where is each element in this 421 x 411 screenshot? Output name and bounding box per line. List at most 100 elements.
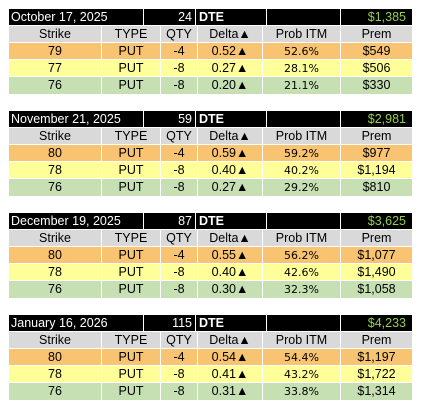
prem-cell[interactable]: $1,077 [357,248,396,262]
expiry-date[interactable]: November 21, 2025 [9,111,144,127]
prob-itm-cell[interactable]: 32.3% [263,281,341,298]
prem-cell[interactable]: $330 [362,78,391,92]
prob-itm-cell[interactable]: 56.2% [263,247,341,263]
col-header-strike[interactable]: Strike [9,230,102,246]
type-cell[interactable]: PUT [102,43,161,59]
expiry-date[interactable]: December 19, 2025 [9,213,144,229]
delta-cell[interactable]: 0.55▲ [198,247,263,263]
type-cell[interactable]: PUT [102,145,161,161]
col-header-strike[interactable]: Strike [9,128,102,144]
delta-cell[interactable]: 0.30▲ [198,281,263,298]
col-header-prob-itm[interactable]: Prob ITM [263,128,341,144]
col-header-type[interactable]: TYPE [102,230,161,246]
qty-cell[interactable]: -4 [161,247,198,263]
type-cell[interactable]: PUT [102,366,161,382]
col-header-qty[interactable]: QTY [161,128,198,144]
total-premium[interactable]: $1,385 [367,10,406,24]
dte-value[interactable]: 115 [144,315,196,331]
col-header-prem[interactable]: Prem [361,27,392,41]
dte-value[interactable]: 59 [144,111,196,127]
type-cell[interactable]: PUT [102,162,161,178]
col-header-prob-itm[interactable]: Prob ITM [263,332,341,348]
prem-cell[interactable]: $977 [362,146,391,160]
col-header-delta[interactable]: Delta▲ [198,26,263,42]
col-header-prem[interactable]: Prem [361,231,392,245]
col-header-delta[interactable]: Delta▲ [198,230,263,246]
qty-cell[interactable]: -8 [161,383,198,400]
delta-cell[interactable]: 0.31▲ [198,383,263,400]
qty-cell[interactable]: -8 [161,366,198,382]
header-spacer-cell[interactable] [267,111,341,127]
col-header-prob-itm[interactable]: Prob ITM [263,26,341,42]
type-cell[interactable]: PUT [102,179,161,196]
qty-cell[interactable]: -4 [161,349,198,365]
qty-cell[interactable]: -8 [161,60,198,76]
prem-cell[interactable]: $810 [362,180,391,194]
strike-cell[interactable]: 79 [9,43,102,59]
type-cell[interactable]: PUT [102,383,161,400]
qty-cell[interactable]: -8 [161,281,198,298]
strike-cell[interactable]: 76 [9,179,102,196]
col-header-qty[interactable]: QTY [161,26,198,42]
prem-cell[interactable]: $1,314 [357,384,396,398]
col-header-qty[interactable]: QTY [161,332,198,348]
prob-itm-cell[interactable]: 28.1% [263,60,341,76]
qty-cell[interactable]: -8 [161,162,198,178]
delta-cell[interactable]: 0.59▲ [198,145,263,161]
col-header-strike[interactable]: Strike [9,332,102,348]
prem-cell[interactable]: $1,490 [357,265,396,279]
total-premium[interactable]: $3,625 [367,214,406,228]
prem-cell[interactable]: $1,722 [357,367,396,381]
delta-cell[interactable]: 0.27▲ [198,60,263,76]
prem-cell[interactable]: $506 [362,61,391,75]
qty-cell[interactable]: -8 [161,77,198,94]
type-cell[interactable]: PUT [102,264,161,280]
prob-itm-cell[interactable]: 21.1% [263,77,341,94]
strike-cell[interactable]: 80 [9,145,102,161]
col-header-prem[interactable]: Prem [361,333,392,347]
total-premium[interactable]: $2,981 [367,112,406,126]
type-cell[interactable]: PUT [102,60,161,76]
type-cell[interactable]: PUT [102,77,161,94]
qty-cell[interactable]: -8 [161,179,198,196]
prob-itm-cell[interactable]: 33.8% [263,383,341,400]
prob-itm-cell[interactable]: 42.6% [263,264,341,280]
strike-cell[interactable]: 76 [9,383,102,400]
col-header-prem[interactable]: Prem [361,129,392,143]
strike-cell[interactable]: 78 [9,366,102,382]
delta-cell[interactable]: 0.41▲ [198,366,263,382]
prem-cell[interactable]: $549 [362,44,391,58]
dte-value[interactable]: 24 [144,9,196,25]
delta-cell[interactable]: 0.20▲ [198,77,263,94]
expiry-date[interactable]: January 16, 2026 [9,315,144,331]
type-cell[interactable]: PUT [102,247,161,263]
col-header-type[interactable]: TYPE [102,26,161,42]
col-header-qty[interactable]: QTY [161,230,198,246]
prob-itm-cell[interactable]: 43.2% [263,366,341,382]
prob-itm-cell[interactable]: 54.4% [263,349,341,365]
prem-cell[interactable]: $1,194 [357,163,396,177]
strike-cell[interactable]: 80 [9,247,102,263]
qty-cell[interactable]: -4 [161,43,198,59]
header-spacer-cell[interactable] [267,315,341,331]
header-spacer-cell[interactable] [267,213,341,229]
expiry-date[interactable]: October 17, 2025 [9,9,144,25]
header-spacer-cell[interactable] [267,9,341,25]
col-header-type[interactable]: TYPE [102,128,161,144]
prob-itm-cell[interactable]: 29.2% [263,179,341,196]
qty-cell[interactable]: -4 [161,145,198,161]
col-header-strike[interactable]: Strike [9,26,102,42]
type-cell[interactable]: PUT [102,281,161,298]
prob-itm-cell[interactable]: 52.6% [263,43,341,59]
prob-itm-cell[interactable]: 40.2% [263,162,341,178]
strike-cell[interactable]: 78 [9,162,102,178]
qty-cell[interactable]: -8 [161,264,198,280]
delta-cell[interactable]: 0.52▲ [198,43,263,59]
col-header-delta[interactable]: Delta▲ [198,128,263,144]
delta-cell[interactable]: 0.54▲ [198,349,263,365]
col-header-delta[interactable]: Delta▲ [198,332,263,348]
delta-cell[interactable]: 0.27▲ [198,179,263,196]
total-premium[interactable]: $4,233 [367,316,406,330]
prob-itm-cell[interactable]: 59.2% [263,145,341,161]
dte-value[interactable]: 87 [144,213,196,229]
